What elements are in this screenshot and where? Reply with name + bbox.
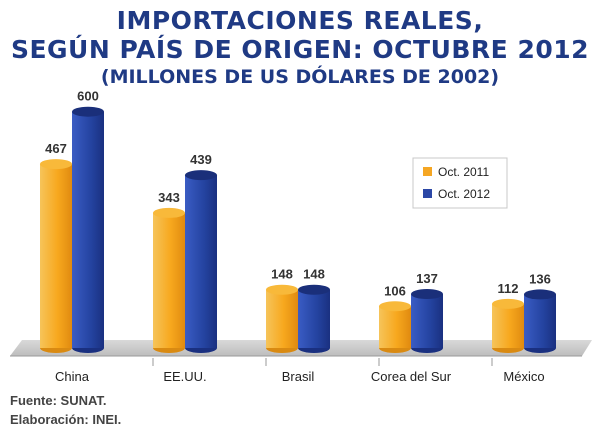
chart-title-line-2: SEGÚN PAÍS DE ORIGEN: OCTUBRE 2012 — [10, 35, 590, 64]
value-label-china-oct-2012: 600 — [77, 89, 99, 104]
value-label-china-oct-2011: 467 — [45, 141, 67, 156]
chart-title-line-1: IMPORTACIONES REALES, — [116, 6, 484, 35]
chart-subtitle: (MILLONES DE US DÓLARES DE 2002) — [100, 66, 500, 88]
legend-label-oct-2012: Oct. 2012 — [438, 187, 490, 201]
bar-ee-uu-oct-2011 — [153, 207, 185, 353]
bar-china-oct-2011 — [40, 159, 72, 353]
bar-corea-del-sur-oct-2011 — [379, 301, 411, 353]
bar-brasil-oct-2011 — [266, 284, 298, 353]
value-label-ee-uu-oct-2012: 439 — [190, 152, 212, 167]
source-note: Fuente: SUNAT. — [10, 393, 107, 408]
bar-ee-uu-oct-2012 — [185, 170, 217, 353]
legend-label-oct-2011: Oct. 2011 — [438, 165, 489, 179]
bar-mexico-oct-2011 — [492, 298, 524, 353]
category-label-ee-uu: EE.UU. — [163, 369, 206, 384]
value-label-mexico-oct-2012: 136 — [529, 271, 551, 286]
value-label-ee-uu-oct-2011: 343 — [158, 190, 180, 205]
value-label-brasil-oct-2012: 148 — [303, 267, 325, 282]
value-label-brasil-oct-2011: 148 — [271, 267, 293, 282]
value-label-corea-del-sur-oct-2011: 106 — [384, 283, 406, 298]
chart-title-block: IMPORTACIONES REALES, SEGÚN PAÍS DE ORIG… — [0, 6, 600, 89]
bar-brasil-oct-2012 — [298, 284, 330, 353]
bar-mexico-oct-2012 — [524, 289, 556, 353]
category-label-mexico: México — [503, 369, 544, 384]
category-label-brasil: Brasil — [282, 369, 315, 384]
legend-swatch-oct-2012 — [423, 189, 432, 198]
labels-group: 467 600 China 343 439 EE.UU. 148 148 Brasil 106 13… — [45, 89, 551, 384]
bar-china-oct-2012 — [72, 106, 104, 353]
bars-group — [40, 106, 556, 353]
value-label-mexico-oct-2011: 112 — [498, 281, 519, 296]
legend-box — [412, 157, 508, 209]
chart-footer: Fuente: SUNAT. Elaboración: INEI. — [10, 391, 121, 429]
value-label-corea-del-sur-oct-2012: 137 — [416, 271, 438, 286]
bar-corea-del-sur-oct-2012 — [411, 289, 443, 353]
category-label-corea-del-sur: Corea del Sur — [371, 369, 452, 384]
chart-legend: Oct. 2011 Oct. 2012 — [412, 157, 508, 209]
legend-swatch-oct-2011 — [423, 167, 432, 176]
category-label-china: China — [55, 369, 90, 384]
elaboration-note: Elaboración: INEI. — [10, 412, 122, 427]
